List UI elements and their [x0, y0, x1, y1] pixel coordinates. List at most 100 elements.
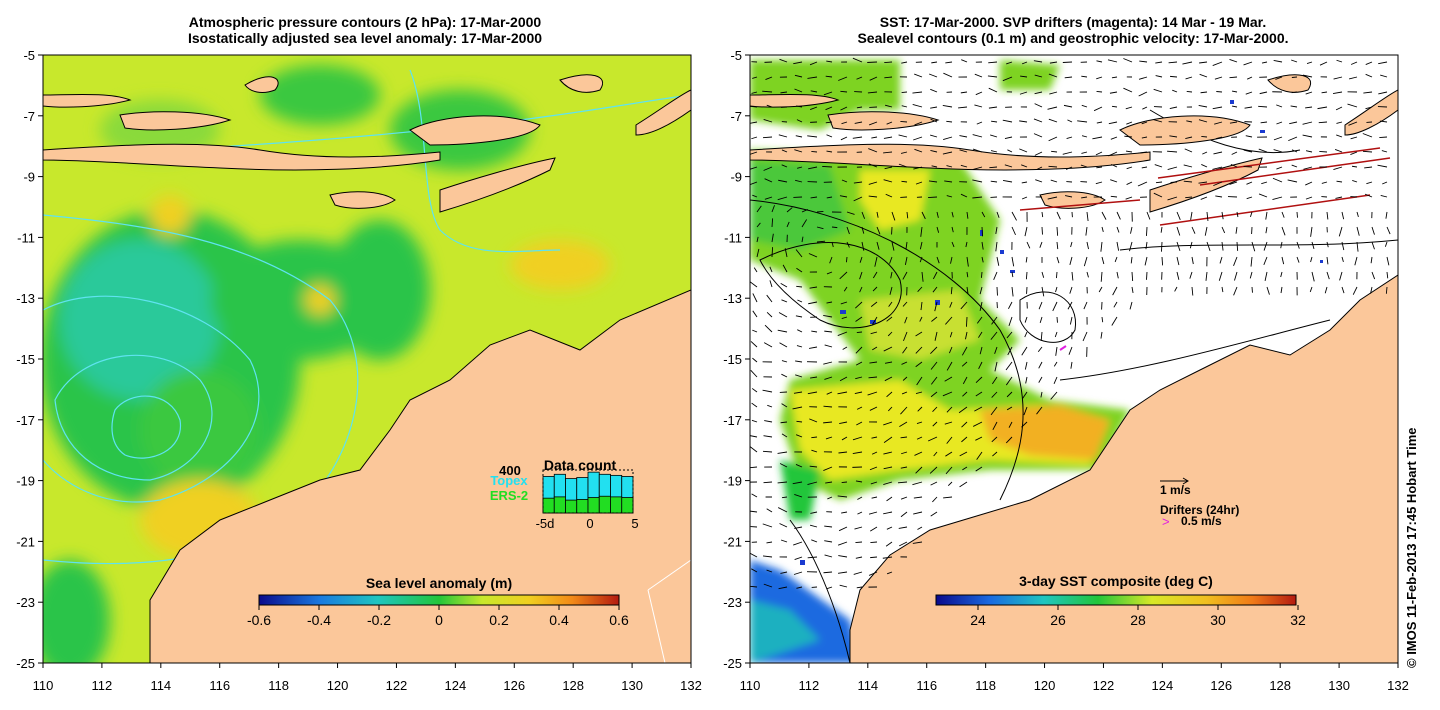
velocity-vector — [751, 419, 758, 423]
velocity-vector — [1250, 211, 1253, 218]
velocity-vector — [1213, 181, 1223, 187]
velocity-vector — [868, 511, 878, 515]
velocity-vector — [992, 421, 998, 431]
velocity-vector — [1336, 59, 1343, 63]
velocity-vector — [900, 121, 908, 123]
velocity-vector — [1021, 346, 1028, 356]
velocity-vector — [919, 241, 923, 250]
velocity-vector — [1070, 361, 1073, 369]
velocity-vector — [965, 331, 968, 340]
drifter-speed-label: 0.5 m/s — [1181, 514, 1222, 528]
colorbar-tick-label: -0.4 — [307, 612, 331, 628]
velocity-vector — [913, 166, 923, 170]
velocity-vector — [930, 88, 938, 93]
velocity-vector — [883, 481, 893, 485]
velocity-vector — [870, 481, 878, 485]
velocity-vector — [1236, 241, 1239, 251]
velocity-vector — [1138, 151, 1148, 154]
velocity-vector — [991, 436, 998, 443]
velocity-vector — [915, 361, 923, 368]
velocity-vector — [1098, 286, 1103, 293]
velocity-vector — [826, 60, 833, 63]
velocity-vector — [840, 106, 848, 111]
velocity-vector — [897, 481, 908, 484]
velocity-vector — [980, 271, 983, 278]
velocity-vector — [809, 61, 818, 66]
velocity-vector — [808, 301, 818, 305]
velocity-vector — [1125, 106, 1133, 110]
velocity-vector — [869, 466, 878, 471]
velocity-vector — [823, 361, 833, 365]
velocity-vector — [1096, 76, 1103, 80]
velocity-vector — [825, 75, 833, 78]
velocity-vector — [824, 525, 833, 528]
velocity-vector — [822, 166, 833, 168]
velocity-vector — [1155, 181, 1163, 184]
velocity-vector — [1125, 196, 1133, 200]
velocity-vector — [1245, 91, 1253, 95]
velocity-vector — [756, 248, 760, 258]
lat-tick-label: -11 — [17, 230, 35, 245]
velocity-vector — [752, 357, 758, 363]
velocity-vector — [840, 301, 848, 305]
left-title-line2: Isostatically adjusted sea level anomaly… — [187, 30, 543, 46]
velocity-vector — [1243, 149, 1253, 153]
velocity-vector — [810, 511, 818, 514]
velocity-vector — [1191, 286, 1194, 296]
velocity-vector — [1229, 58, 1238, 63]
velocity-vector — [944, 180, 953, 183]
velocity-vector — [809, 524, 818, 528]
velocity-vector — [870, 556, 878, 559]
velocity-legend: 1 m/s Drifters (24hr) > 0.5 m/s — [1160, 477, 1239, 529]
velocity-vector — [959, 135, 968, 138]
velocity-vector — [1123, 58, 1133, 63]
velocity-vector — [826, 271, 833, 275]
velocity-vector — [901, 105, 908, 108]
velocity-vector — [1261, 61, 1268, 64]
velocity-vector — [981, 211, 986, 218]
velocity-vector — [901, 91, 908, 94]
velocity-vector — [979, 286, 983, 295]
velocity-vector — [763, 481, 773, 484]
lon-tick-label: 122 — [386, 678, 408, 693]
velocity-vector — [1024, 226, 1028, 237]
velocity-vector — [991, 391, 998, 398]
velocity-vector — [763, 166, 773, 171]
velocity-vector — [1215, 195, 1223, 198]
velocity-vector — [942, 151, 953, 155]
velocity-vector — [1281, 256, 1285, 265]
velocity-vector — [904, 316, 908, 324]
velocity-vector — [981, 256, 984, 263]
velocity-vector — [807, 556, 818, 559]
velocity-vector — [1056, 226, 1059, 236]
velocity-vector — [837, 571, 848, 574]
velocity-vector — [823, 314, 833, 318]
velocity-vector — [961, 346, 968, 356]
velocity-vector — [1335, 106, 1343, 111]
velocity-vector — [1352, 286, 1358, 295]
velocity-vector — [1116, 226, 1120, 233]
right-map-axes: -5 -7 -9 -11 -13 -15 -17 -19 -21 -23 -25 110 112 114 1… — [723, 48, 1409, 693]
velocity-vector — [779, 58, 788, 63]
velocity-vector — [1161, 241, 1163, 252]
velocity-vector — [1039, 316, 1043, 324]
velocity-vector — [795, 360, 803, 363]
velocity-vector — [1092, 136, 1103, 140]
velocity-vector — [931, 61, 938, 64]
sst-colorbar: 3-day SST composite (deg C) 24 26 28 30 32 — [935, 573, 1306, 628]
velocity-vector — [1161, 256, 1164, 266]
velocity-vector — [764, 324, 773, 333]
ers2-bar — [587, 497, 600, 514]
velocity-vector — [1236, 211, 1239, 218]
lat-tick-label: -7 — [730, 109, 742, 124]
lon-tick-label: 114 — [150, 678, 171, 693]
velocity-vector — [1305, 106, 1313, 109]
velocity-vector — [856, 586, 863, 589]
velocity-vector — [816, 226, 824, 230]
velocity-vector — [917, 286, 923, 293]
velocity-vector — [901, 61, 908, 64]
velocity-vector — [990, 134, 998, 138]
lon-tick-label: 116 — [209, 678, 230, 693]
velocity-vector — [961, 436, 968, 443]
velocity-vector — [1019, 91, 1028, 95]
